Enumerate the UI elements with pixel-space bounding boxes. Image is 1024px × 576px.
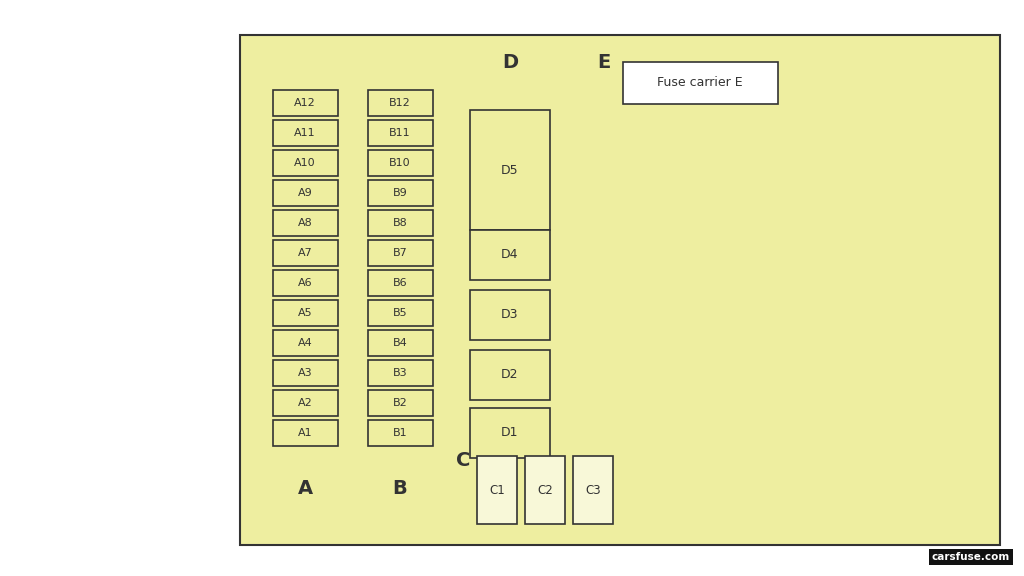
Bar (272, 210, 338, 236)
Bar (470, 290, 550, 340)
Bar (470, 350, 550, 400)
Text: D1: D1 (502, 426, 519, 439)
Text: D: D (502, 52, 518, 71)
Text: C: C (456, 450, 470, 469)
Text: A7: A7 (298, 248, 312, 258)
Bar (272, 120, 338, 146)
Bar (368, 330, 432, 356)
Text: A2: A2 (298, 398, 312, 408)
Text: B6: B6 (392, 278, 408, 288)
Text: B11: B11 (389, 128, 411, 138)
Bar (272, 300, 338, 326)
Text: D5: D5 (501, 164, 519, 176)
Bar (272, 90, 338, 116)
Bar (470, 408, 550, 458)
Text: B4: B4 (392, 338, 408, 348)
Text: B12: B12 (389, 98, 411, 108)
Text: A3: A3 (298, 368, 312, 378)
Text: A9: A9 (298, 188, 312, 198)
Bar (470, 230, 550, 280)
Text: D4: D4 (502, 248, 519, 262)
Text: A4: A4 (298, 338, 312, 348)
Bar (573, 456, 613, 524)
Bar (470, 110, 550, 230)
Bar (368, 210, 432, 236)
Bar (272, 150, 338, 176)
Bar (368, 150, 432, 176)
Text: C1: C1 (489, 483, 505, 497)
Bar (368, 270, 432, 296)
Text: A11: A11 (294, 128, 315, 138)
Text: A8: A8 (298, 218, 312, 228)
Bar (240, 35, 1000, 545)
Text: B: B (392, 479, 408, 498)
Text: B1: B1 (392, 428, 408, 438)
Text: C3: C3 (585, 483, 601, 497)
Text: A1: A1 (298, 428, 312, 438)
Text: Fuse carrier E: Fuse carrier E (657, 77, 742, 89)
Bar (623, 62, 777, 104)
Bar (272, 420, 338, 446)
Text: B10: B10 (389, 158, 411, 168)
Text: A5: A5 (298, 308, 312, 318)
Bar (477, 456, 517, 524)
Text: B3: B3 (392, 368, 408, 378)
Text: A10: A10 (294, 158, 315, 168)
Text: B9: B9 (392, 188, 408, 198)
Bar (525, 456, 565, 524)
Bar (368, 390, 432, 416)
Bar (368, 90, 432, 116)
Text: D3: D3 (502, 309, 519, 321)
Bar (272, 390, 338, 416)
Text: A6: A6 (298, 278, 312, 288)
Text: B8: B8 (392, 218, 408, 228)
Text: C2: C2 (538, 483, 553, 497)
Bar (368, 420, 432, 446)
Bar (368, 180, 432, 206)
Text: B7: B7 (392, 248, 408, 258)
Text: B5: B5 (392, 308, 408, 318)
Bar (272, 330, 338, 356)
Bar (368, 300, 432, 326)
Bar (368, 120, 432, 146)
Bar (272, 360, 338, 386)
Bar (272, 270, 338, 296)
Text: carsfuse.com: carsfuse.com (932, 552, 1010, 562)
Text: E: E (597, 52, 610, 71)
Bar (368, 360, 432, 386)
Bar (368, 240, 432, 266)
Bar (272, 240, 338, 266)
Text: D2: D2 (502, 369, 519, 381)
Text: A: A (297, 479, 312, 498)
Text: A12: A12 (294, 98, 315, 108)
Text: B2: B2 (392, 398, 408, 408)
Bar (272, 180, 338, 206)
